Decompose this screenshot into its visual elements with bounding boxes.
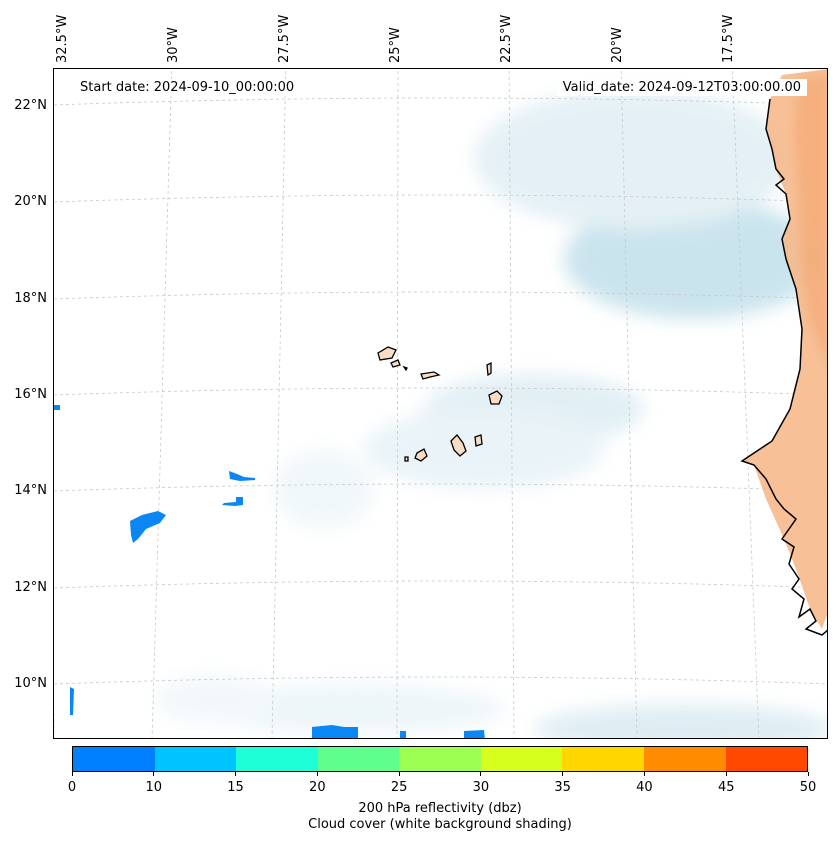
reflectivity-cell <box>464 730 485 738</box>
start-date-label: Start date: 2024-09-10_00:00:00 <box>74 79 301 96</box>
colorbar-segment <box>562 747 644 771</box>
longitude-labels: 32.5°W 30°W 27.5°W 25°W 22.5°W 20°W 17.5… <box>0 0 837 68</box>
lat-label: 18°N <box>14 291 47 306</box>
colorbar-tick <box>807 772 809 776</box>
lat-label: 16°N <box>14 387 47 402</box>
lat-label: 22°N <box>14 98 47 113</box>
land-africa <box>740 69 827 636</box>
reflectivity-cell <box>229 471 255 481</box>
reflectivity-cell <box>70 687 74 715</box>
colorbar-caption: 200 hPa reflectivity (dbz) Cloud cover (… <box>0 801 837 833</box>
cape-verde-islands <box>377 346 503 462</box>
cloud-patch <box>204 684 504 734</box>
colorbar-tick-label: 10 <box>145 780 163 795</box>
island-santiago <box>450 434 467 457</box>
colorbar-tick-label: 30 <box>472 780 490 795</box>
lat-label: 12°N <box>14 580 47 595</box>
graticule <box>54 69 827 738</box>
colorbar-tick-label: 25 <box>390 780 408 795</box>
colorbar-segment <box>399 747 481 771</box>
reflectivity-cell <box>312 725 358 738</box>
lat-label: 14°N <box>14 483 47 498</box>
colorbar-segment <box>73 747 155 771</box>
map-canvas <box>54 69 827 738</box>
colorbar-tick <box>153 772 155 776</box>
lon-label: 32.5°W <box>55 14 70 63</box>
colorbar-label: 200 hPa reflectivity (dbz) <box>358 801 522 816</box>
cloud-patch <box>534 704 827 738</box>
colorbar-tick-label: 40 <box>636 780 653 795</box>
colorbar-tick <box>562 772 564 776</box>
colorbar-tick <box>71 772 73 776</box>
lon-label: 20°W <box>610 27 625 63</box>
colorbar-tick-label: 0 <box>67 780 77 795</box>
map-panel[interactable]: Start date: 2024-09-10_00:00:00 Valid_da… <box>53 68 828 739</box>
cloud-cover-layer <box>154 89 827 738</box>
lon-label: 27.5°W <box>277 14 292 63</box>
colorbar-tick-label: 50 <box>799 780 817 795</box>
colorbar-segment <box>725 747 808 771</box>
cloud-patch <box>274 449 374 529</box>
colorbar-tick-label: 35 <box>554 780 571 795</box>
island-santo-antao <box>377 346 397 361</box>
colorbar-tick-label: 20 <box>309 780 326 795</box>
lon-label: 17.5°W <box>721 14 736 63</box>
island-brava <box>404 456 409 462</box>
colorbar-tick <box>725 772 727 776</box>
colorbar-sublabel: Cloud cover (white background shading) <box>308 817 572 832</box>
reflectivity-layer <box>54 405 485 738</box>
coastline <box>740 98 827 636</box>
colorbar-segment <box>236 747 318 771</box>
lon-label: 30°W <box>166 27 181 63</box>
cloud-patch <box>154 674 274 724</box>
island-maio <box>474 434 483 447</box>
colorbar-tick <box>316 772 318 776</box>
lon-label: 22.5°W <box>499 14 514 63</box>
cloud-patch <box>474 89 794 229</box>
colorbar-segment <box>317 747 400 771</box>
reflectivity-cell <box>222 497 243 506</box>
colorbar-tick-label: 45 <box>717 780 735 795</box>
cloud-patch <box>364 409 604 489</box>
reflectivity-cell <box>400 731 406 738</box>
island-sao-nicolau <box>420 371 441 380</box>
island-santa-luzia <box>402 365 408 372</box>
lat-label: 20°N <box>14 194 47 209</box>
island-sal <box>486 361 492 377</box>
colorbar-tick <box>643 772 645 776</box>
reflectivity-cell <box>54 405 60 410</box>
colorbar-segment <box>643 747 726 771</box>
island-sao-vicente <box>390 359 401 368</box>
lat-label: 10°N <box>14 676 47 691</box>
colorbar-segment <box>154 747 237 771</box>
colorbar-tick <box>235 772 237 776</box>
reflectivity-cell <box>130 511 166 543</box>
colorbar-tick-label: 15 <box>227 780 244 795</box>
land-shading-inner <box>794 73 827 364</box>
lon-label: 25°W <box>388 27 403 63</box>
island-boa-vista <box>488 390 503 405</box>
island-fogo <box>414 448 428 462</box>
cloud-patch <box>564 199 824 319</box>
valid-date-label: Valid_date: 2024-09-12T03:00:00.00 <box>556 79 807 96</box>
colorbar-tick <box>398 772 400 776</box>
colorbar-tick <box>480 772 482 776</box>
colorbar-segment <box>480 747 563 771</box>
colorbar <box>72 746 808 772</box>
